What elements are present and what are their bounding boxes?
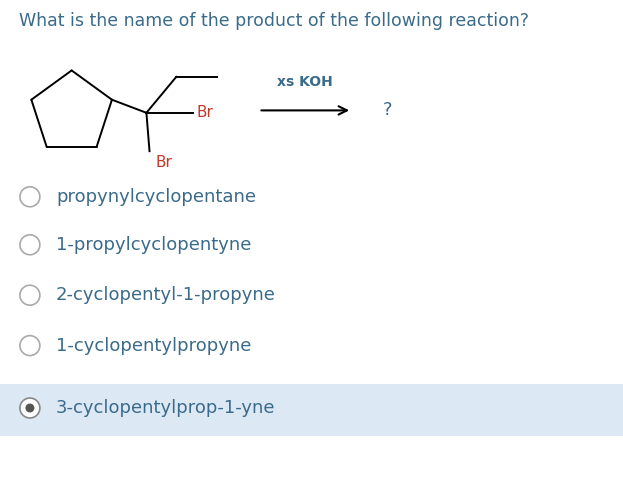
Text: What is the name of the product of the following reaction?: What is the name of the product of the f… [19, 12, 529, 30]
Ellipse shape [20, 398, 40, 418]
Text: Br: Br [156, 155, 173, 170]
Text: xs KOH: xs KOH [277, 75, 333, 89]
Text: 2-cyclopentyl-1-propyne: 2-cyclopentyl-1-propyne [56, 286, 276, 304]
Text: ?: ? [383, 101, 392, 120]
Text: 1-cyclopentylpropyne: 1-cyclopentylpropyne [56, 336, 252, 355]
Ellipse shape [26, 404, 34, 412]
Text: 1-propylcyclopentyne: 1-propylcyclopentyne [56, 236, 252, 254]
Text: propynylcyclopentane: propynylcyclopentane [56, 188, 256, 206]
Text: 3-cyclopentylprop-1-yne: 3-cyclopentylprop-1-yne [56, 399, 275, 417]
Text: Br: Br [196, 105, 213, 120]
FancyBboxPatch shape [0, 384, 623, 436]
